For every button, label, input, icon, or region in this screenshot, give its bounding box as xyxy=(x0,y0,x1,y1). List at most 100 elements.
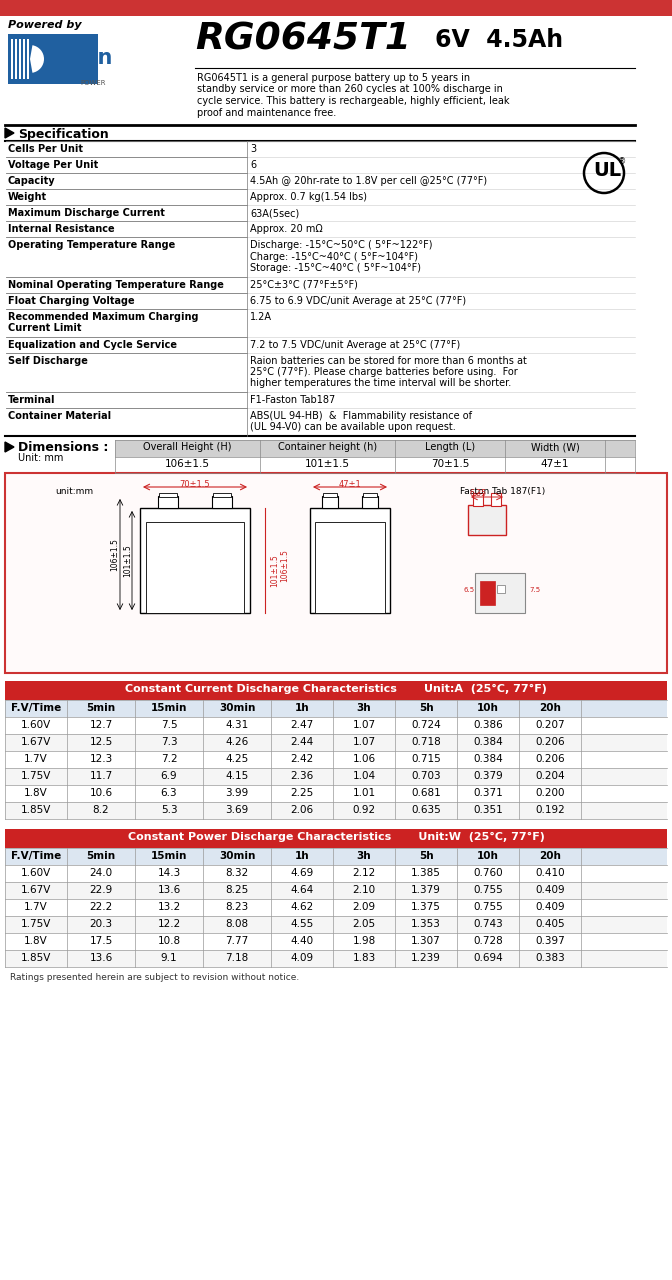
Text: 1.07: 1.07 xyxy=(352,737,376,748)
Text: RG0645T1 is a general purpose battery up to 5 years in: RG0645T1 is a general purpose battery up… xyxy=(197,73,470,83)
Text: 1.375: 1.375 xyxy=(411,902,441,911)
Text: Weight: Weight xyxy=(8,192,47,202)
Text: Powered by: Powered by xyxy=(8,20,81,29)
Text: 101±1.5: 101±1.5 xyxy=(305,460,350,468)
Text: 10h: 10h xyxy=(477,851,499,861)
Text: 7.5: 7.5 xyxy=(529,588,540,593)
Text: Float Charging Voltage: Float Charging Voltage xyxy=(8,296,134,306)
Text: 70±1.5: 70±1.5 xyxy=(431,460,469,468)
Text: 0.383: 0.383 xyxy=(535,954,565,963)
Text: 1.8V: 1.8V xyxy=(24,788,48,797)
Text: Unit: mm: Unit: mm xyxy=(18,453,63,463)
Text: 1.83: 1.83 xyxy=(352,954,376,963)
Text: 0.728: 0.728 xyxy=(473,936,503,946)
Text: 7.2 to 7.5 VDC/unit Average at 25°C (77°F): 7.2 to 7.5 VDC/unit Average at 25°C (77°… xyxy=(250,339,460,349)
Text: 2.36: 2.36 xyxy=(290,771,314,781)
Text: 1.67V: 1.67V xyxy=(21,737,51,748)
Text: 1h: 1h xyxy=(295,703,309,713)
Text: Capacity: Capacity xyxy=(8,175,56,186)
Text: 8.08: 8.08 xyxy=(225,919,249,929)
Text: 5h: 5h xyxy=(419,703,433,713)
Text: 4.26: 4.26 xyxy=(225,737,249,748)
Text: Faston Tab 187(F1): Faston Tab 187(F1) xyxy=(460,486,545,495)
Text: 7.2: 7.2 xyxy=(161,754,177,764)
Text: 10.8: 10.8 xyxy=(157,936,181,946)
Text: 101±1.5: 101±1.5 xyxy=(270,554,279,586)
Text: 25°C (77°F). Please charge batteries before using.  For: 25°C (77°F). Please charge batteries bef… xyxy=(250,367,517,378)
Text: 0.92: 0.92 xyxy=(352,805,376,815)
Text: 70±1.5: 70±1.5 xyxy=(179,480,210,489)
Text: unit:mm: unit:mm xyxy=(55,486,93,495)
Text: F1-Faston Tab187: F1-Faston Tab187 xyxy=(250,396,335,404)
Text: 1.8V: 1.8V xyxy=(24,936,48,946)
Bar xyxy=(5,803,667,819)
Text: 8.32: 8.32 xyxy=(225,868,249,878)
Text: 0.386: 0.386 xyxy=(473,719,503,730)
Bar xyxy=(5,847,667,865)
Text: 2.25: 2.25 xyxy=(290,788,314,797)
Bar xyxy=(5,768,667,785)
Bar xyxy=(0,0,672,15)
Text: 63A(5sec): 63A(5sec) xyxy=(250,207,299,218)
Bar xyxy=(5,717,667,733)
Text: 13.6: 13.6 xyxy=(89,954,113,963)
Text: 0.410: 0.410 xyxy=(535,868,564,878)
Text: 0.718: 0.718 xyxy=(411,737,441,748)
Text: 2.09: 2.09 xyxy=(352,902,376,911)
Text: cycle service. This battery is rechargeable, highly efficient, leak: cycle service. This battery is rechargea… xyxy=(197,96,509,106)
Text: 0.409: 0.409 xyxy=(535,884,564,895)
Text: Terminal: Terminal xyxy=(8,396,56,404)
Text: proof and maintenance free.: proof and maintenance free. xyxy=(197,108,336,118)
Text: 20.3: 20.3 xyxy=(89,919,113,929)
Text: Ratings presented herein are subject to revision without notice.: Ratings presented herein are subject to … xyxy=(10,973,299,982)
Text: 1.06: 1.06 xyxy=(352,754,376,764)
Bar xyxy=(5,474,667,673)
Bar xyxy=(5,829,667,847)
Text: 22.9: 22.9 xyxy=(89,884,113,895)
Text: 2.05: 2.05 xyxy=(352,919,376,929)
Bar xyxy=(497,585,505,593)
Text: 25°C±3°C (77°F±5°F): 25°C±3°C (77°F±5°F) xyxy=(250,279,358,289)
Text: 4.69: 4.69 xyxy=(290,868,314,878)
Text: 0.755: 0.755 xyxy=(473,902,503,911)
Text: 0.351: 0.351 xyxy=(473,805,503,815)
Text: Self Discharge: Self Discharge xyxy=(8,356,88,366)
Text: 3h: 3h xyxy=(357,851,372,861)
Text: (UL 94-V0) can be available upon request.: (UL 94-V0) can be available upon request… xyxy=(250,422,456,433)
Text: 5.3: 5.3 xyxy=(161,805,177,815)
Text: 0.635: 0.635 xyxy=(411,805,441,815)
Bar xyxy=(468,506,506,535)
Text: Nominal Operating Temperature Range: Nominal Operating Temperature Range xyxy=(8,279,224,289)
Text: 0.724: 0.724 xyxy=(411,719,441,730)
Text: Internal Resistance: Internal Resistance xyxy=(8,224,115,234)
Text: Dimensions :: Dimensions : xyxy=(18,442,108,454)
Bar xyxy=(480,581,495,605)
Text: Overall Height (H): Overall Height (H) xyxy=(143,442,232,452)
Text: 9.1: 9.1 xyxy=(161,954,177,963)
Text: Charge: -15°C~40°C ( 5°F~104°F): Charge: -15°C~40°C ( 5°F~104°F) xyxy=(250,251,418,261)
Wedge shape xyxy=(30,37,52,81)
Bar xyxy=(5,865,667,882)
Text: Voltage Per Unit: Voltage Per Unit xyxy=(8,160,98,170)
Bar xyxy=(363,493,377,497)
Text: 4.31: 4.31 xyxy=(225,719,249,730)
Bar xyxy=(27,38,29,79)
Text: Equalization and Cycle Service: Equalization and Cycle Service xyxy=(8,339,177,349)
Text: 1.7V: 1.7V xyxy=(24,754,48,764)
Text: 0.703: 0.703 xyxy=(411,771,441,781)
Bar xyxy=(15,38,17,79)
Text: 1.85V: 1.85V xyxy=(21,805,51,815)
Text: 4.55: 4.55 xyxy=(290,919,314,929)
Text: RG0645T1: RG0645T1 xyxy=(195,22,411,58)
Text: 1.07: 1.07 xyxy=(352,719,376,730)
Text: 0.200: 0.200 xyxy=(536,788,564,797)
Text: 0.384: 0.384 xyxy=(473,754,503,764)
Text: 0.743: 0.743 xyxy=(473,919,503,929)
Text: Container height (h): Container height (h) xyxy=(278,442,377,452)
Bar xyxy=(19,38,21,79)
Text: 101±1.5: 101±1.5 xyxy=(124,544,132,577)
Text: 1.98: 1.98 xyxy=(352,936,376,946)
Text: Discharge: -15°C~50°C ( 5°F~122°F): Discharge: -15°C~50°C ( 5°F~122°F) xyxy=(250,241,433,250)
Text: 3.99: 3.99 xyxy=(225,788,249,797)
Text: 5h: 5h xyxy=(419,851,433,861)
